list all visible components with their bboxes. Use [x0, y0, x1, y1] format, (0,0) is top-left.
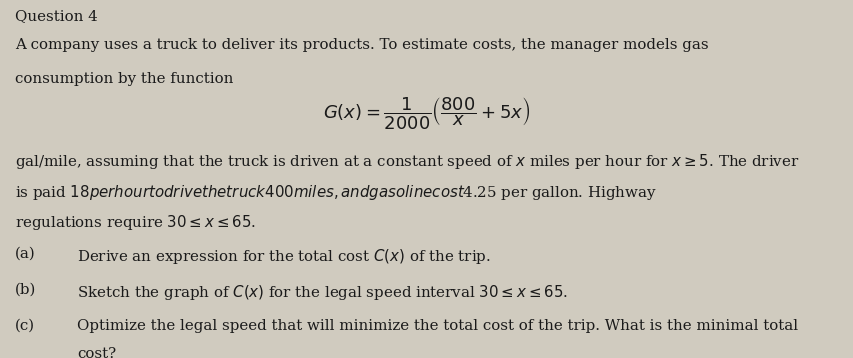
Text: (b): (b): [15, 283, 37, 297]
Text: (c): (c): [15, 319, 35, 333]
Text: A company uses a truck to deliver its products. To estimate costs, the manager m: A company uses a truck to deliver its pr…: [15, 38, 708, 52]
Text: gal/mile, assuming that the truck is driven at a constant speed of $x$ miles per: gal/mile, assuming that the truck is dri…: [15, 152, 799, 171]
Text: regulations require $30 \leq x \leq 65$.: regulations require $30 \leq x \leq 65$.: [15, 213, 256, 232]
Text: $G(x)=\dfrac{1}{2000}\left(\dfrac{800}{x}+5x\right)$: $G(x)=\dfrac{1}{2000}\left(\dfrac{800}{x…: [323, 95, 530, 131]
Text: Optimize the legal speed that will minimize the total cost of the trip. What is : Optimize the legal speed that will minim…: [77, 319, 797, 333]
Text: consumption by the function: consumption by the function: [15, 72, 234, 86]
Text: (a): (a): [15, 247, 36, 261]
Text: Derive an expression for the total cost $C(x)$ of the trip.: Derive an expression for the total cost …: [77, 247, 490, 266]
Text: Sketch the graph of $C(x)$ for the legal speed interval $30 \leq x \leq 65$.: Sketch the graph of $C(x)$ for the legal…: [77, 283, 567, 302]
Text: cost?: cost?: [77, 347, 116, 358]
Text: is paid $18 per hour to drive the truck 400 miles, and gasoline cost $4.25 per g: is paid $18 per hour to drive the truck …: [15, 183, 657, 202]
Text: Question 4: Question 4: [15, 9, 98, 23]
